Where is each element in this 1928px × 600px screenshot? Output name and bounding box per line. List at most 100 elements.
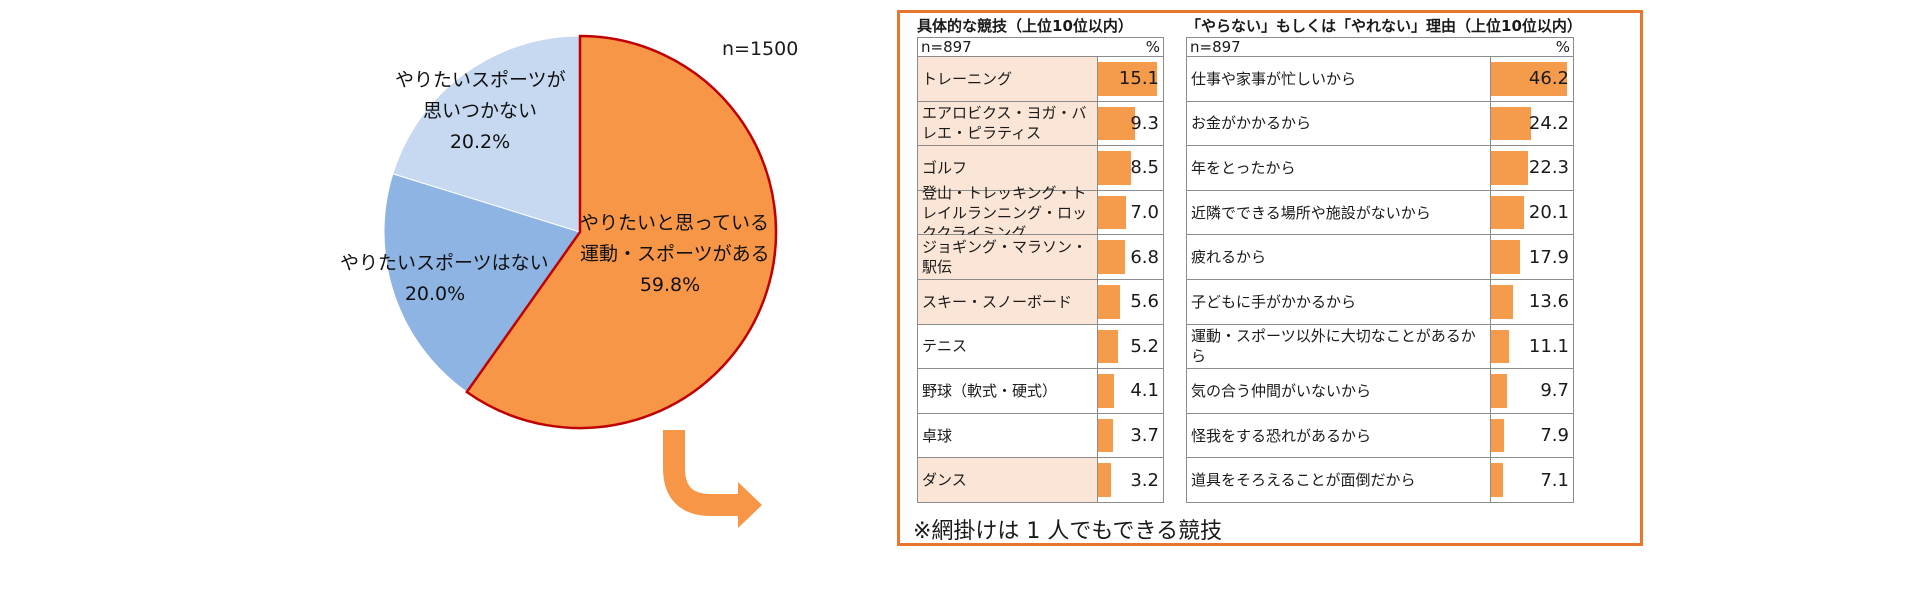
reasons-table-row-bar (1491, 151, 1528, 185)
reasons-table-row-value: 24.2 (1528, 112, 1569, 134)
reasons-table-row: 運動・スポーツ以外に大切なことがあるから 11.1 (1186, 324, 1574, 370)
reasons-table-row-name: 子どもに手がかかるから (1187, 279, 1491, 324)
sports-table-row-value-cell: 5.6 (1098, 280, 1163, 324)
sports-table-row-value: 7.0 (1130, 202, 1159, 224)
reasons-table-row-name: お金がかかるから (1187, 101, 1491, 146)
sports-table-row-name: テニス (918, 324, 1098, 369)
reasons-table-row-value: 9.7 (1540, 380, 1569, 402)
reasons-table-row-bar (1491, 374, 1507, 408)
sports-table-row-value-cell: 9.3 (1098, 102, 1163, 146)
sports-table-row-value-cell: 4.1 (1098, 369, 1163, 413)
sports-table-row: 登山・トレッキング・トレイルランニング・ロッククライミング 7.0 (917, 184, 1164, 242)
sports-table-row-bar (1098, 195, 1126, 230)
reasons-table-row-bar (1491, 418, 1504, 453)
pie-label-main: やりたいと思っている 運動・スポーツがある 59.8% (580, 208, 770, 301)
pie-label-cannot-think-line2: 思いつかない (422, 100, 537, 122)
sports-table-row-bar (1098, 418, 1113, 453)
sports-table-row-name: ダンス (918, 458, 1098, 502)
reasons-table-row-value: 13.6 (1528, 291, 1569, 313)
pie-label-main-pct: 59.8% (639, 274, 701, 296)
sports-table-row: ダンス 3.2 (917, 458, 1164, 503)
sports-table-row-value-cell: 5.2 (1098, 325, 1163, 369)
sports-table-row-bar (1098, 62, 1158, 96)
sports-table-row-bar (1098, 151, 1132, 185)
reasons-table-row-value-cell: 20.1 (1491, 191, 1573, 235)
reasons-table-row-name: 仕事や家事が忙しいから (1187, 57, 1491, 101)
sports-table-row-bar (1098, 329, 1119, 364)
reasons-table-row-bar (1491, 195, 1524, 230)
reasons-table-row-value-cell: 13.6 (1491, 280, 1573, 324)
sports-table-row-value: 9.3 (1130, 112, 1159, 134)
pie-slice-none (383, 173, 581, 393)
reasons-table-row-name: 気の合う仲間がいないから (1187, 369, 1491, 413)
pie-label-cannot-think: やりたいスポーツが 思いつかない 20.2% (395, 65, 566, 158)
sports-table-row-bar (1098, 240, 1125, 274)
sports-table-row: エアロビクス・ヨガ・バレエ・ピラティス 9.3 (917, 101, 1164, 147)
reasons-table-row-value: 46.2 (1528, 68, 1569, 90)
pie-chart (383, 34, 778, 430)
pie-slice-main (465, 34, 778, 430)
reasons-table-row-value-cell: 9.7 (1491, 369, 1573, 413)
sports-table-row-value-cell: 3.7 (1098, 414, 1163, 458)
reasons-table-row-value: 22.3 (1528, 157, 1569, 179)
reasons-table-row-bar (1491, 106, 1531, 141)
sports-table-row-bar (1098, 374, 1115, 408)
reasons-table-row-value: 7.9 (1540, 425, 1569, 447)
reasons-table-row-name: 怪我をする恐れがあるから (1187, 413, 1491, 458)
sports-table-row: 野球（軟式・硬式） 4.1 (917, 369, 1164, 414)
reasons-table-row-value-cell: 24.2 (1491, 102, 1573, 146)
sports-table-unit: % (1145, 38, 1160, 56)
sports-table-row: テニス 5.2 (917, 324, 1164, 370)
pie-label-none-pct: 20.0% (404, 283, 466, 305)
sports-table-row-name: ゴルフ (918, 146, 1098, 190)
reasons-table-row-name: 疲れるから (1187, 235, 1491, 279)
reasons-table-row-bar (1491, 62, 1567, 96)
sports-table-row-value: 3.2 (1130, 469, 1159, 491)
reasons-table-row-value-cell: 7.1 (1491, 458, 1573, 502)
reasons-table-row-bar (1491, 329, 1510, 364)
reasons-table-title: 「やらない」もしくは「やれない」理由（上位10位以内） (1186, 17, 1582, 35)
sports-table-row-value: 15.1 (1118, 68, 1159, 90)
reasons-table-row-value-cell: 11.1 (1491, 325, 1573, 369)
sports-table-row-value: 5.2 (1130, 335, 1159, 357)
sports-table: 具体的な競技（上位10位以内） n=897 % トレーニング 15.1 エアロビクス… (917, 13, 1164, 503)
sports-table-row: ジョギング・マラソン・駅伝 6.8 (917, 235, 1164, 280)
reasons-table-row-value: 17.9 (1528, 246, 1569, 268)
reasons-table-row-name: 近隣でできる場所や施設がないから (1187, 190, 1491, 235)
reasons-table-row-bar (1491, 463, 1503, 497)
reasons-table-row: 子どもに手がかかるから 13.6 (1186, 279, 1574, 325)
sports-table-row-value: 3.7 (1130, 425, 1159, 447)
pie-label-main-line2: 運動・スポーツがある (580, 243, 770, 265)
sports-table-row-value-cell: 7.0 (1098, 191, 1163, 235)
pie-slice-cannot-think (392, 35, 581, 233)
reasons-table-rows: 仕事や家事が忙しいから 46.2 お金がかかるから 24.2 年をとったから 22.3 近隣… (1186, 57, 1574, 503)
sports-table-row-name: 卓球 (918, 413, 1098, 458)
reasons-table-n: n=897 (1190, 38, 1241, 56)
reasons-table-row: お金がかかるから 24.2 (1186, 101, 1574, 147)
reasons-table-unit: % (1555, 38, 1570, 56)
sports-table-row-name: エアロビクス・ヨガ・バレエ・ピラティス (918, 101, 1098, 146)
pie-label-cannot-think-pct: 20.2% (449, 131, 511, 153)
curved-arrow-icon (663, 430, 762, 528)
detail-panel: 具体的な競技（上位10位以内） n=897 % トレーニング 15.1 エアロビクス… (897, 10, 1643, 546)
sports-table-row-name: 野球（軟式・硬式） (918, 369, 1098, 413)
sports-table-title: 具体的な競技（上位10位以内） (917, 17, 1133, 35)
sports-table-row: スキー・スノーボード 5.6 (917, 279, 1164, 325)
sports-table-row-name: トレーニング (918, 57, 1098, 101)
sports-table-header: n=897 % (917, 37, 1164, 57)
pie-label-none-line1: やりたいスポーツはない (340, 252, 549, 274)
reasons-table-row: 仕事や家事が忙しいから 46.2 (1186, 57, 1574, 102)
reasons-table-row-value-cell: 46.2 (1491, 57, 1573, 101)
reasons-table-row: 近隣でできる場所や施設がないから 20.1 (1186, 190, 1574, 236)
reasons-table-row-bar (1491, 240, 1521, 274)
sports-table-n: n=897 (921, 38, 972, 56)
sports-table-row: ゴルフ 8.5 (917, 146, 1164, 191)
reasons-table-row-value: 7.1 (1540, 469, 1569, 491)
sports-table-row-bar (1098, 106, 1135, 141)
sports-table-row-value: 5.6 (1130, 291, 1159, 313)
sports-table-row: 卓球 3.7 (917, 413, 1164, 459)
reasons-table-row-name: 運動・スポーツ以外に大切なことがあるから (1187, 324, 1491, 369)
reasons-table-row: 疲れるから 17.9 (1186, 235, 1574, 280)
pie-label-none: やりたいスポーツはない 20.0% (340, 248, 549, 310)
sports-table-row-bar (1098, 463, 1111, 497)
